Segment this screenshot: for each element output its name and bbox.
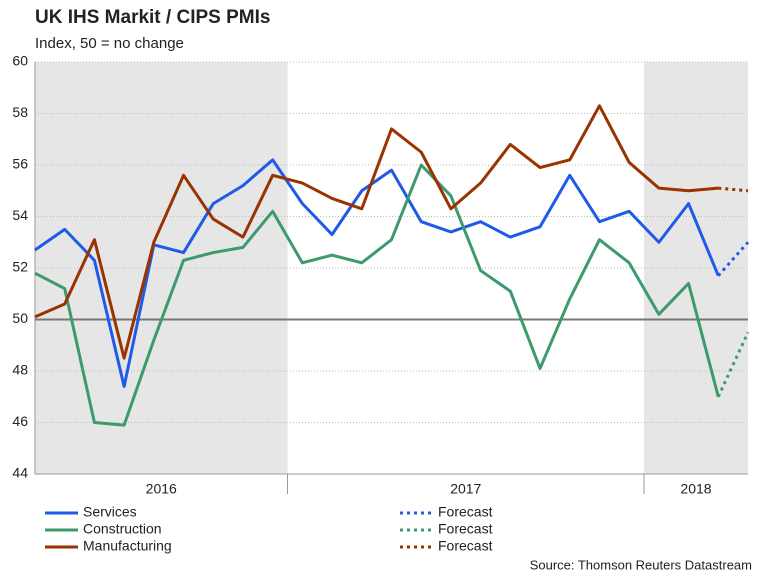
series-line: [716, 331, 750, 398]
y-tick-label: 56: [12, 156, 28, 172]
legend-label: Construction: [83, 521, 162, 537]
year-band: [644, 62, 748, 474]
y-tick-label: 44: [12, 465, 28, 481]
y-tick-label: 60: [12, 53, 28, 69]
legend-label: Forecast: [438, 504, 493, 520]
x-tick-label: 2017: [450, 481, 481, 497]
chart-title: UK IHS Markit / CIPS PMIs: [35, 7, 270, 28]
y-tick-label: 50: [12, 310, 28, 326]
series-line: [34, 163, 720, 427]
y-tick-label: 52: [12, 259, 28, 275]
legend-label: Forecast: [438, 521, 493, 537]
series-line: [34, 104, 719, 360]
y-tick-label: 58: [12, 104, 28, 120]
x-tick-label: 2018: [680, 481, 711, 497]
legend-label: Services: [83, 504, 137, 520]
y-tick-label: 54: [12, 207, 28, 223]
y-tick-label: 48: [12, 362, 28, 378]
y-tick-label: 46: [12, 413, 28, 429]
series-line: [718, 186, 749, 193]
x-tick-label: 2016: [146, 481, 177, 497]
chart-subtitle: Index, 50 = no change: [35, 35, 184, 52]
legend-label: Manufacturing: [83, 538, 172, 554]
series-line: [717, 241, 750, 277]
series-line: [34, 158, 720, 388]
legend-label: Forecast: [438, 538, 493, 554]
source: Source: Thomson Reuters Datastream: [530, 557, 752, 572]
